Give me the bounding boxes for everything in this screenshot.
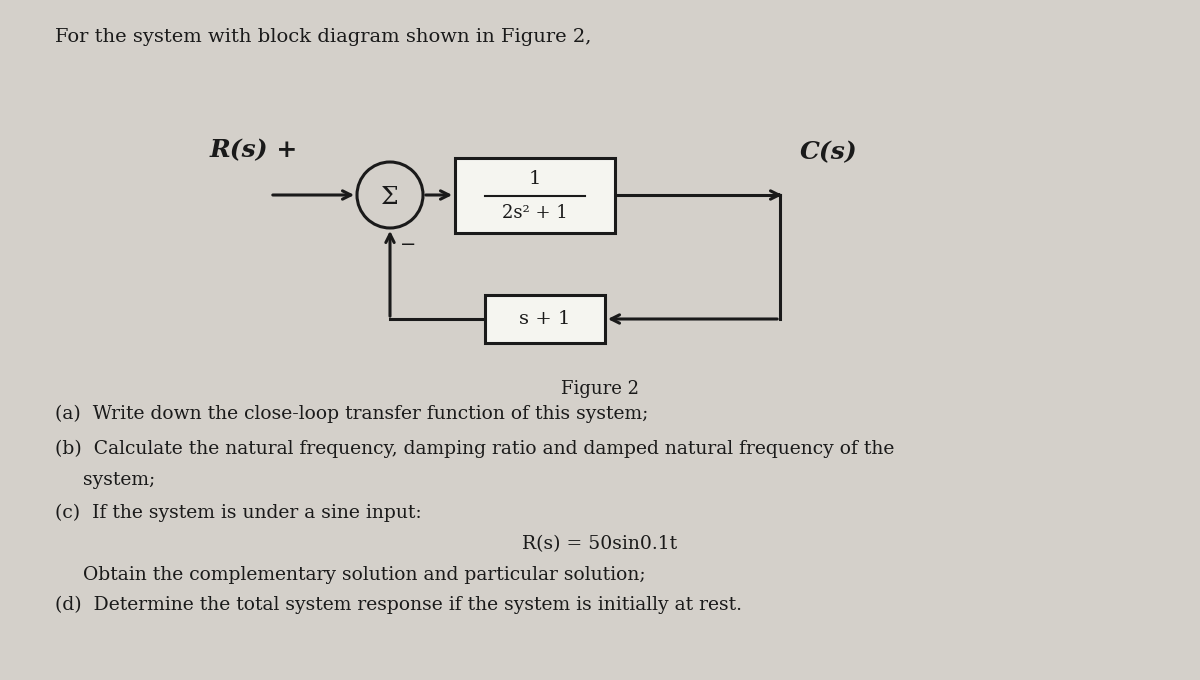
Text: Σ: Σ: [382, 186, 398, 209]
Text: system;: system;: [83, 471, 155, 489]
Text: −: −: [400, 236, 416, 254]
Text: R(s) = 50sin0.1t: R(s) = 50sin0.1t: [522, 536, 678, 554]
Text: s + 1: s + 1: [520, 310, 571, 328]
Text: (b)  Calculate the natural frequency, damping ratio and damped natural frequency: (b) Calculate the natural frequency, dam…: [55, 439, 894, 458]
Text: (c)  If the system is under a sine input:: (c) If the system is under a sine input:: [55, 504, 421, 522]
Text: C(s): C(s): [800, 140, 858, 164]
Text: (d)  Determine the total system response if the system is initially at rest.: (d) Determine the total system response …: [55, 596, 742, 614]
Text: 2s² + 1: 2s² + 1: [502, 205, 568, 222]
Bar: [485, 295, 605, 343]
Text: R(s) +: R(s) +: [210, 138, 299, 162]
Text: 1: 1: [529, 171, 541, 188]
Bar: [455, 158, 616, 233]
Text: For the system with block diagram shown in Figure 2,: For the system with block diagram shown …: [55, 28, 592, 46]
Text: (a)  Write down the close-loop transfer function of this system;: (a) Write down the close-loop transfer f…: [55, 405, 648, 423]
Text: Figure 2: Figure 2: [562, 380, 640, 398]
Text: Obtain the complementary solution and particular solution;: Obtain the complementary solution and pa…: [83, 566, 646, 583]
